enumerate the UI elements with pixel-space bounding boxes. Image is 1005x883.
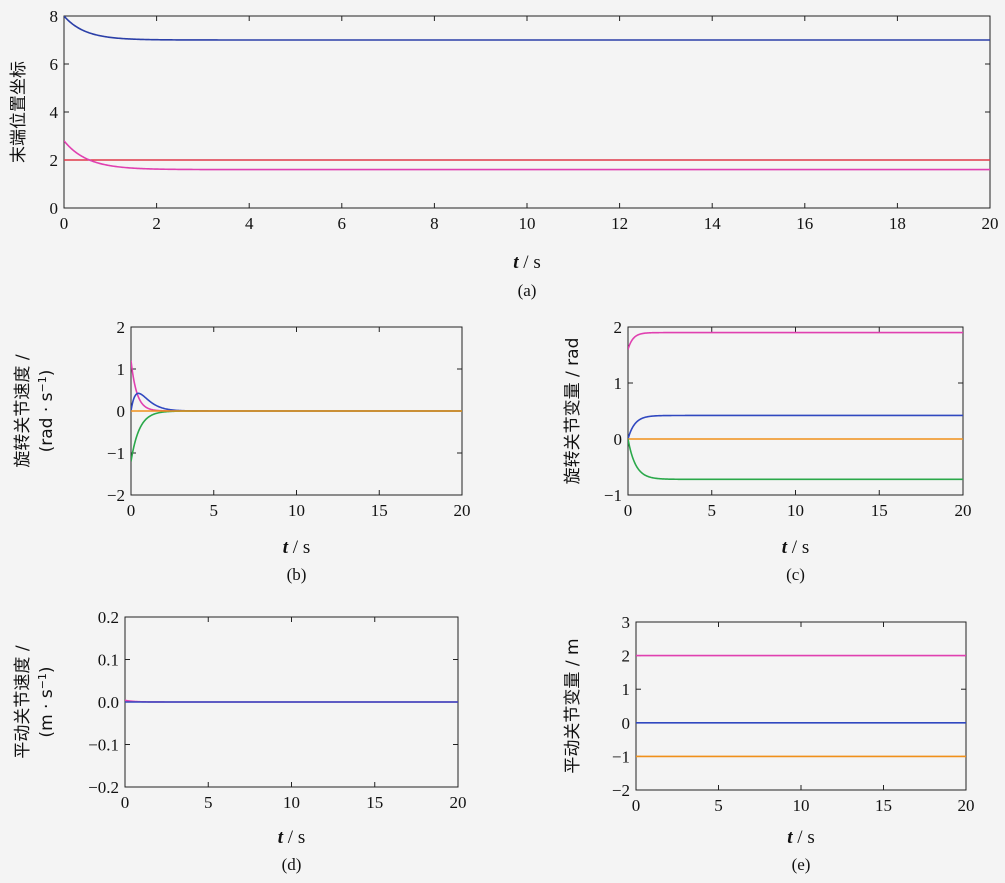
chart-a: 0 2 4 6 8 10 12 14 16 18 20 0 2 4 6 8 t / s (a) 末端位置坐标 — [9, 7, 999, 300]
x-axis-label: t / s — [278, 827, 305, 848]
y-tick-label: 0 — [117, 402, 126, 421]
x-tick-label: 10 — [787, 501, 804, 520]
x-tick-label: 10 — [519, 214, 536, 233]
x-tick-label: 20 — [958, 796, 975, 815]
chart-d: 0 5 10 15 20 −0.2 −0.1 0.0 0.1 0.2 t / s (d) 平动关节速度 … — [13, 608, 467, 874]
x-tick-label: 6 — [338, 214, 347, 233]
y-axis-label-unit: (m · s−1) — [36, 666, 57, 737]
y-tick-label: −0.1 — [88, 736, 119, 755]
y-tick-label: 6 — [50, 55, 59, 74]
series-line-1 — [131, 360, 462, 412]
x-tick-label: 0 — [624, 501, 633, 520]
y-axis-label: 平动关节速度 / — [13, 645, 33, 758]
x-tick-label: 0 — [121, 793, 130, 812]
x-axis-label: t / s — [513, 252, 540, 273]
panel-caption: (c) — [786, 565, 805, 584]
x-tick-label: 12 — [611, 214, 628, 233]
series-line-1 — [628, 331, 963, 350]
y-axis-label: 旋转关节变量 / rad — [563, 338, 583, 485]
y-tick-label: 8 — [50, 7, 59, 26]
series-line-2 — [131, 392, 462, 412]
x-tick-label: 20 — [454, 501, 471, 520]
plot-frame — [63, 15, 991, 209]
plot-frame — [627, 326, 964, 496]
y-tick-label: −1 — [612, 747, 630, 766]
x-tick-label: 20 — [955, 501, 972, 520]
y-tick-label: 2 — [50, 151, 59, 170]
panel-caption: (d) — [282, 855, 302, 874]
y-tick-label: 4 — [50, 103, 59, 122]
series-line-3 — [64, 140, 990, 171]
x-tick-label: 0 — [127, 501, 136, 520]
series-line-1 — [64, 16, 990, 41]
y-tick-label: 0.2 — [98, 608, 119, 627]
y-tick-label: 1 — [117, 360, 126, 379]
x-tick-label: 5 — [714, 796, 723, 815]
x-axis-label: t / s — [782, 537, 809, 558]
x-tick-label: 2 — [152, 214, 161, 233]
series-line-3 — [131, 410, 462, 462]
y-tick-label: 2 — [622, 647, 631, 666]
y-tick-label: 0 — [50, 199, 59, 218]
x-axis-label: t / s — [283, 537, 310, 558]
x-tick-label: 8 — [430, 214, 439, 233]
y-tick-label: −1 — [107, 444, 125, 463]
x-tick-label: 20 — [450, 793, 467, 812]
x-tick-label: 15 — [371, 501, 388, 520]
x-tick-label: 15 — [875, 796, 892, 815]
panel-caption: (b) — [287, 565, 307, 584]
y-tick-label: −2 — [107, 486, 125, 505]
chart-b: 0 5 10 15 20 −2 −1 0 1 2 t / s (b) 旋转关节速度 / (rad · s−… — [13, 318, 471, 584]
y-tick-label: −2 — [612, 781, 630, 800]
y-tick-label: 3 — [622, 613, 631, 632]
x-tick-label: 0 — [632, 796, 641, 815]
x-tick-label: 4 — [245, 214, 254, 233]
x-tick-label: 0 — [60, 214, 69, 233]
y-tick-label: −1 — [604, 486, 622, 505]
y-axis-label: 旋转关节速度 / — [13, 354, 33, 467]
x-tick-label: 5 — [708, 501, 717, 520]
y-tick-label: 0 — [614, 430, 623, 449]
y-axis-label-unit: (rad · s−1) — [36, 370, 57, 453]
y-axis-label: 末端位置坐标 — [9, 61, 29, 163]
y-tick-label: 2 — [117, 318, 126, 337]
panel-caption: (a) — [518, 281, 537, 300]
x-tick-label: 14 — [704, 214, 722, 233]
plot-frame — [635, 621, 967, 791]
series-line-4 — [628, 438, 963, 481]
x-axis-label: t / s — [787, 827, 814, 848]
y-tick-label: 1 — [614, 374, 623, 393]
x-tick-label: 5 — [204, 793, 213, 812]
y-axis-label: 平动关节变量 / m — [563, 638, 583, 773]
x-tick-label: 16 — [796, 214, 813, 233]
x-tick-label: 18 — [889, 214, 906, 233]
x-tick-label: 20 — [982, 214, 999, 233]
x-tick-label: 10 — [283, 793, 300, 812]
y-tick-label: 0 — [622, 714, 631, 733]
panel-caption: (e) — [792, 855, 811, 874]
x-tick-label: 10 — [288, 501, 305, 520]
y-tick-label: 0.1 — [98, 651, 119, 670]
x-tick-label: 15 — [366, 793, 383, 812]
y-tick-label: 1 — [622, 680, 631, 699]
chart-e: 0 5 10 15 20 −2 −1 0 1 2 3 t / s (e) 平动关节变量 / m — [563, 613, 975, 874]
y-tick-label: 0.0 — [98, 693, 119, 712]
series-line-2 — [628, 414, 963, 440]
y-tick-label: 2 — [614, 318, 623, 337]
x-tick-label: 15 — [871, 501, 888, 520]
x-tick-label: 10 — [793, 796, 810, 815]
y-tick-label: −0.2 — [88, 778, 119, 797]
x-tick-label: 5 — [210, 501, 219, 520]
